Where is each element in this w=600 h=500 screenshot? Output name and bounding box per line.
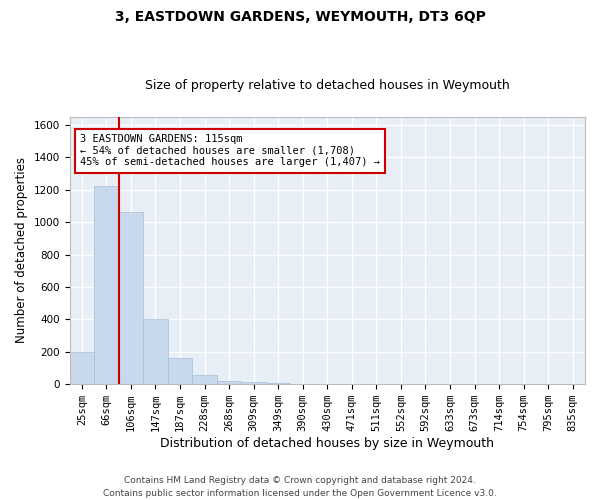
Bar	[143, 320, 168, 384]
Title: Size of property relative to detached houses in Weymouth: Size of property relative to detached ho…	[145, 79, 509, 92]
Bar	[119, 212, 143, 384]
X-axis label: Distribution of detached houses by size in Weymouth: Distribution of detached houses by size …	[160, 437, 494, 450]
Text: 3, EASTDOWN GARDENS, WEYMOUTH, DT3 6QP: 3, EASTDOWN GARDENS, WEYMOUTH, DT3 6QP	[115, 10, 485, 24]
Bar	[266, 383, 290, 384]
Y-axis label: Number of detached properties: Number of detached properties	[15, 158, 28, 344]
Text: 3 EASTDOWN GARDENS: 115sqm
← 54% of detached houses are smaller (1,708)
45% of s: 3 EASTDOWN GARDENS: 115sqm ← 54% of deta…	[80, 134, 380, 168]
Bar	[192, 376, 217, 384]
Bar	[168, 358, 192, 384]
Bar	[241, 382, 266, 384]
Text: Contains HM Land Registry data © Crown copyright and database right 2024.
Contai: Contains HM Land Registry data © Crown c…	[103, 476, 497, 498]
Bar	[217, 381, 241, 384]
Bar	[70, 352, 94, 384]
Bar	[94, 186, 119, 384]
